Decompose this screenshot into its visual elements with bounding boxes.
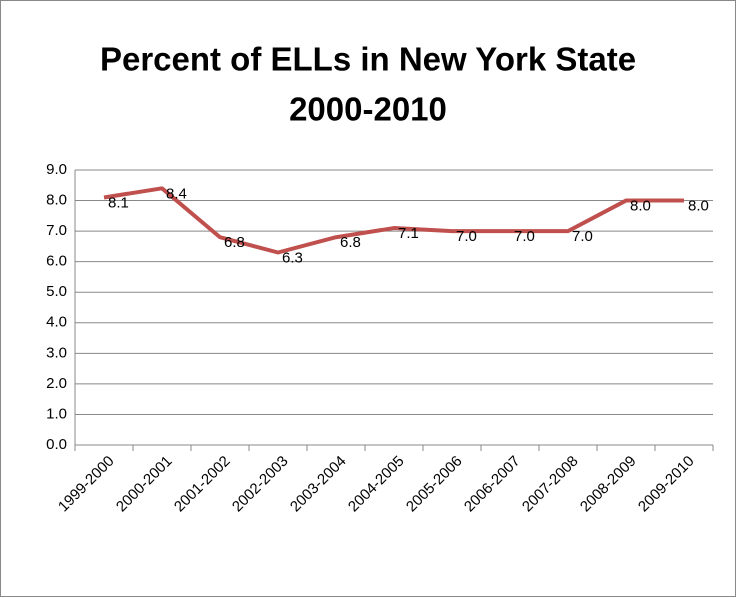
- y-tick-label: 8.0: [46, 192, 67, 209]
- y-tick-label: 0.0: [46, 436, 67, 453]
- data-label: 6.8: [340, 234, 361, 251]
- data-label: 8.0: [688, 198, 709, 215]
- y-tick-label: 6.0: [46, 253, 67, 270]
- chart-title: Percent of ELLs in New York State: [100, 41, 636, 78]
- y-tick-label: 2.0: [46, 375, 67, 392]
- y-tick-label: 3.0: [46, 344, 67, 361]
- y-tick-label: 9.0: [46, 161, 67, 178]
- data-label: 7.0: [456, 228, 477, 245]
- line: [103, 186, 684, 255]
- data-label: 8.1: [108, 194, 129, 211]
- chart-title: 2000-2010: [289, 91, 447, 128]
- data-label: 7.0: [572, 228, 593, 245]
- data-label: 8.0: [630, 198, 651, 215]
- y-tick-label: 7.0: [46, 222, 67, 239]
- data-label: 6.3: [282, 249, 303, 266]
- y-tick-label: 5.0: [46, 283, 67, 300]
- data-label: 7.1: [398, 225, 419, 242]
- y-tick-label: 4.0: [46, 314, 67, 331]
- y-tick-label: 1.0: [46, 405, 67, 422]
- data-label: 6.8: [224, 234, 245, 251]
- data-label: 7.0: [514, 228, 535, 245]
- data-label: 8.4: [166, 185, 187, 202]
